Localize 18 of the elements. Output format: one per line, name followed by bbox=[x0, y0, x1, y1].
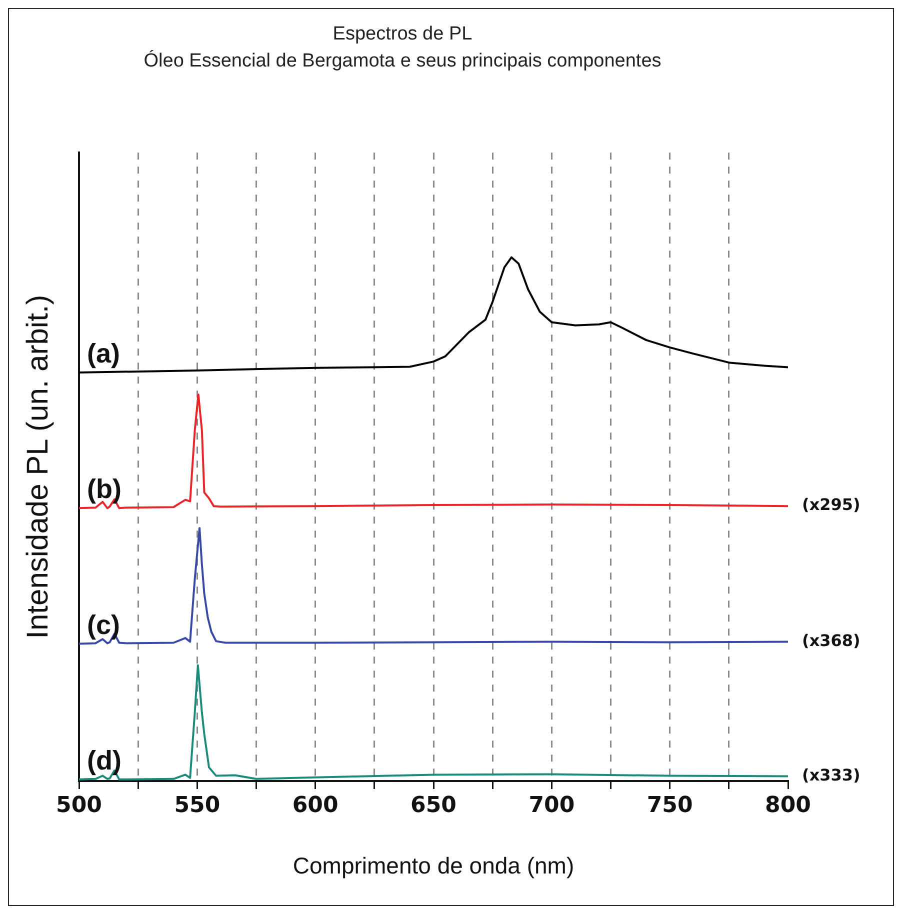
x-axis-title: Comprimento de onda (nm) bbox=[292, 852, 574, 879]
x-tick-label: 600 bbox=[292, 792, 338, 818]
text: (x295) bbox=[802, 495, 860, 514]
text: (x333) bbox=[802, 765, 860, 784]
x-tick-label: 800 bbox=[765, 792, 811, 818]
series-label: (d) bbox=[87, 745, 122, 776]
x-tick-label: 500 bbox=[56, 792, 102, 818]
chart-subtitle: Óleo Essencial de Bergamota e seus principais componentes bbox=[144, 49, 662, 72]
series-label: (c) bbox=[87, 610, 120, 640]
series-label: (a) bbox=[87, 338, 120, 368]
y-axis-title: Intensidade PL (un. arbit.) bbox=[21, 294, 54, 639]
series-label: (b) bbox=[87, 474, 122, 504]
chart-title: Espectros de PL bbox=[332, 24, 472, 45]
text: (x368) bbox=[802, 630, 860, 650]
x-tick-label: 550 bbox=[174, 792, 220, 818]
x-tick-label: 700 bbox=[528, 792, 575, 818]
x-tick-label: 750 bbox=[646, 792, 693, 818]
x-tick-label: 650 bbox=[410, 792, 456, 818]
